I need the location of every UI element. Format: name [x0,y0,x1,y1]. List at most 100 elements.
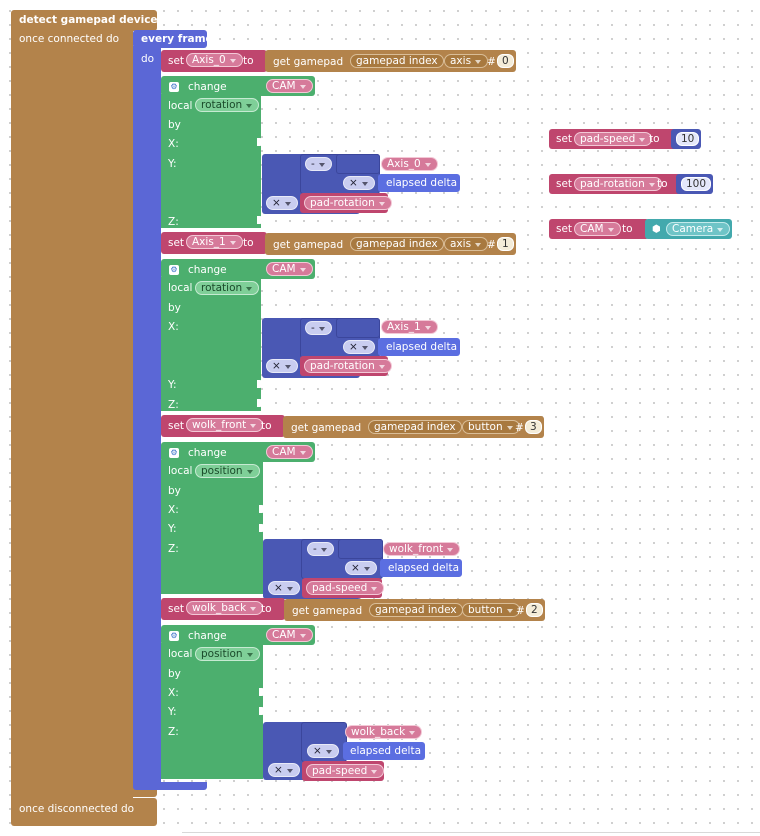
change-label: change [188,264,227,276]
hash-label: # [515,422,524,434]
local-label: local [168,100,193,112]
by-label: by [168,302,181,314]
z-label: Z: [168,216,179,228]
variable-dropdown[interactable]: wolk_back [186,601,264,615]
set-keyword: set [168,420,185,432]
disconnected-label: once disconnected do [19,803,135,815]
elapsed-delta-block[interactable] [378,338,460,356]
get-gamepad-label: get gamepad [292,605,363,617]
input-kind-dropdown[interactable]: button [462,420,520,434]
number-input[interactable]: 10 [676,132,700,146]
times-op-dropdown[interactable]: × [343,176,375,190]
gear-icon[interactable]: ⚙ [169,631,179,641]
index-number-input[interactable]: 3 [525,420,542,434]
times-op-dropdown[interactable]: × [268,763,300,777]
variable-dropdown[interactable]: Axis_1 [381,320,438,334]
index-number-input[interactable]: 0 [497,54,514,68]
x-label: X: [168,138,179,150]
y-label: Y: [168,523,177,535]
hash-label: # [516,605,525,617]
get-gamepad-label: get gamepad [291,422,362,434]
variable-dropdown[interactable]: Axis_1 [186,235,243,249]
variable-dropdown[interactable]: pad-rotation [304,359,392,373]
set-keyword: set [556,223,573,235]
minus-op-dropdown[interactable]: - [305,157,332,171]
times-op-dropdown[interactable]: × [266,196,298,210]
times-op-dropdown[interactable]: × [345,561,377,575]
z-label: Z: [168,726,179,738]
gamepad-index-field[interactable]: gamepad index [350,237,444,251]
elapsed-delta-block[interactable] [378,174,460,192]
camera-dropdown[interactable]: Camera [666,222,731,236]
minus-op-dropdown[interactable]: - [307,542,334,556]
variable-dropdown[interactable]: pad-speed [306,764,385,778]
times-op-dropdown[interactable]: × [266,359,298,373]
gamepad-index-field[interactable]: gamepad index [369,603,463,617]
set-keyword: set [168,237,185,249]
property-dropdown[interactable]: position [195,647,260,661]
variable-dropdown[interactable]: pad-rotation [304,196,392,210]
to-keyword: to [261,603,272,615]
variable-dropdown[interactable]: CAM [574,222,621,236]
local-label: local [168,465,193,477]
change-label: change [188,81,227,93]
variable-dropdown[interactable]: pad-speed [574,132,653,146]
gamepad-index-field[interactable]: gamepad index [368,420,462,434]
target-dropdown[interactable]: CAM [266,262,313,276]
hash-label: # [487,56,496,68]
get-gamepad-label: get gamepad [273,56,344,68]
variable-dropdown[interactable]: Axis_0 [381,157,438,171]
input-kind-dropdown[interactable]: axis [444,54,489,68]
variable-dropdown[interactable]: Axis_0 [186,53,243,67]
variable-dropdown[interactable]: wolk_front [383,542,461,556]
to-keyword: to [261,420,272,432]
local-label: local [168,282,193,294]
to-keyword: to [657,178,668,190]
target-dropdown[interactable]: CAM [266,79,313,93]
to-keyword: to [243,237,254,249]
workspace-scrollbar[interactable] [182,832,760,833]
elapsed-delta-block[interactable] [380,559,462,577]
z-label: Z: [168,543,179,555]
change-label: change [188,447,227,459]
elapsed-delta-label: elapsed delta [386,177,458,189]
by-label: by [168,485,181,497]
index-number-input[interactable]: 2 [526,603,543,617]
times-op-dropdown[interactable]: × [268,581,300,595]
x-label: X: [168,504,179,516]
change-label: change [188,630,227,642]
gear-icon[interactable]: ⚙ [169,265,179,275]
event-title: detect gamepad device [19,14,158,26]
minus-op-dropdown[interactable]: - [305,321,332,335]
property-dropdown[interactable]: rotation [195,281,260,295]
property-dropdown[interactable]: position [195,464,260,478]
cube-icon: ⬢ [652,224,661,235]
set-keyword: set [168,55,185,67]
variable-dropdown[interactable]: wolk_back [345,725,423,739]
target-dropdown[interactable]: CAM [266,628,313,642]
times-op-dropdown[interactable]: × [307,744,339,758]
gear-icon[interactable]: ⚙ [169,448,179,458]
times-op-dropdown[interactable]: × [343,340,375,354]
set-keyword: set [556,178,573,190]
set-keyword: set [168,603,185,615]
y-label: Y: [168,706,177,718]
elapsed-delta-label: elapsed delta [388,562,460,574]
x-label: X: [168,687,179,699]
property-dropdown[interactable]: rotation [195,98,260,112]
input-kind-dropdown[interactable]: axis [444,237,489,251]
variable-dropdown[interactable]: pad-rotation [574,177,662,191]
gear-icon[interactable]: ⚙ [169,82,179,92]
y-label: Y: [168,379,177,391]
variable-dropdown[interactable]: wolk_front [186,418,264,432]
input-kind-dropdown[interactable]: button [462,603,520,617]
target-dropdown[interactable]: CAM [266,445,313,459]
variable-dropdown[interactable]: pad-speed [306,581,385,595]
elapsed-delta-block[interactable] [343,742,425,760]
gamepad-index-field[interactable]: gamepad index [350,54,444,68]
do-label: do [141,53,155,65]
to-keyword: to [243,55,254,67]
number-input[interactable]: 100 [681,177,712,191]
to-keyword: to [649,133,660,145]
index-number-input[interactable]: 1 [497,237,514,251]
